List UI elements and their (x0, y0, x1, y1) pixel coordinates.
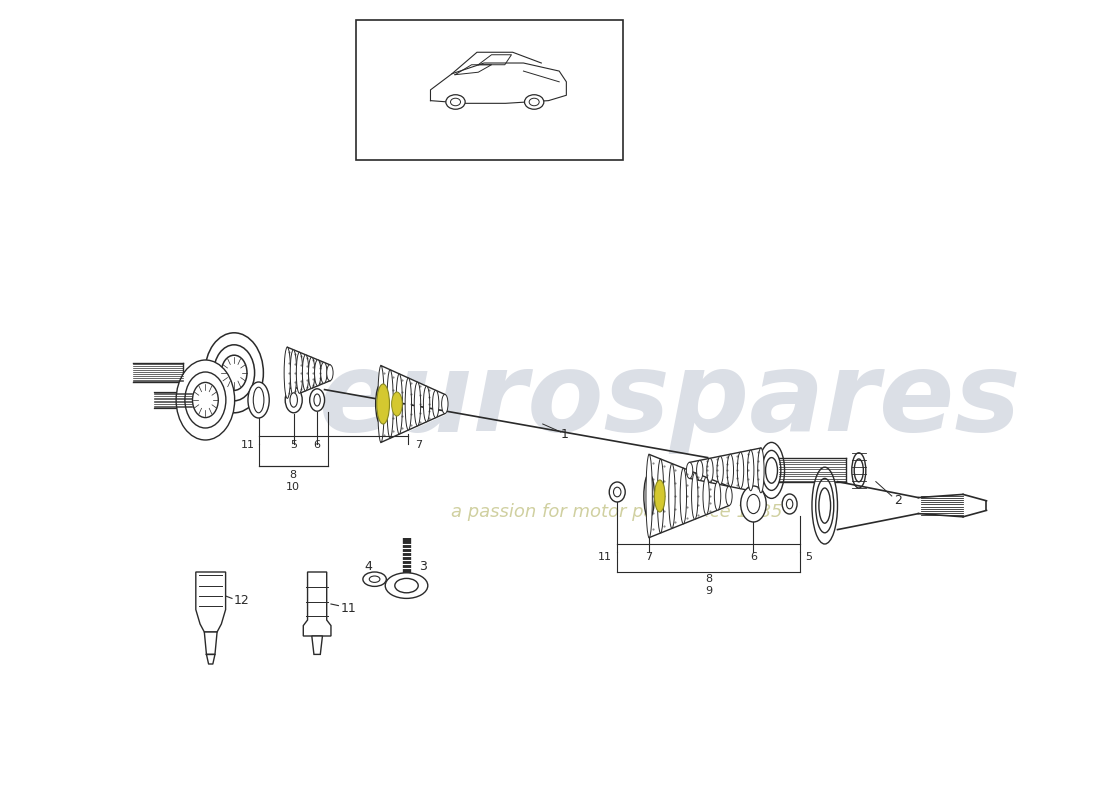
Ellipse shape (302, 354, 309, 391)
Ellipse shape (314, 394, 320, 406)
Ellipse shape (310, 389, 324, 411)
Ellipse shape (766, 458, 778, 483)
Ellipse shape (740, 486, 767, 522)
Ellipse shape (707, 458, 713, 482)
Bar (356, 20, 623, 160)
Ellipse shape (686, 462, 693, 478)
Ellipse shape (396, 374, 403, 434)
Ellipse shape (654, 480, 666, 512)
Ellipse shape (387, 370, 394, 438)
Ellipse shape (205, 333, 263, 413)
Ellipse shape (392, 392, 403, 416)
Ellipse shape (658, 459, 663, 533)
Ellipse shape (818, 488, 830, 523)
Ellipse shape (296, 352, 303, 394)
Ellipse shape (376, 384, 389, 424)
Ellipse shape (185, 372, 226, 428)
Text: 6: 6 (750, 552, 757, 562)
Ellipse shape (248, 382, 270, 418)
Ellipse shape (816, 478, 834, 533)
Polygon shape (205, 632, 217, 654)
Ellipse shape (290, 393, 297, 407)
Text: 1: 1 (561, 427, 569, 441)
Text: a passion for motor parts since 1985: a passion for motor parts since 1985 (451, 503, 783, 521)
Ellipse shape (786, 499, 793, 509)
Ellipse shape (692, 473, 697, 519)
Ellipse shape (703, 478, 710, 514)
Ellipse shape (727, 454, 734, 486)
Ellipse shape (315, 360, 321, 386)
Polygon shape (304, 572, 331, 636)
Ellipse shape (782, 494, 797, 514)
Text: 6: 6 (314, 440, 320, 450)
Text: 8: 8 (705, 574, 713, 584)
Ellipse shape (415, 382, 420, 426)
Text: 4: 4 (364, 560, 372, 573)
Circle shape (525, 94, 543, 110)
Text: 5: 5 (290, 440, 297, 450)
Ellipse shape (737, 452, 744, 489)
Ellipse shape (759, 442, 784, 498)
Circle shape (451, 98, 461, 106)
Ellipse shape (385, 573, 428, 598)
Ellipse shape (762, 450, 781, 490)
Ellipse shape (851, 453, 866, 488)
Ellipse shape (747, 494, 760, 514)
Ellipse shape (377, 366, 384, 442)
Text: 9: 9 (705, 586, 713, 597)
Text: eurospares: eurospares (319, 346, 1022, 454)
Text: 12: 12 (234, 594, 250, 606)
Ellipse shape (176, 360, 234, 440)
Ellipse shape (308, 358, 315, 388)
Ellipse shape (441, 394, 448, 414)
Ellipse shape (669, 463, 675, 529)
Ellipse shape (812, 467, 837, 544)
Ellipse shape (424, 386, 430, 422)
Text: 11: 11 (597, 552, 612, 562)
Ellipse shape (285, 387, 303, 413)
Ellipse shape (646, 454, 652, 538)
Ellipse shape (758, 448, 764, 493)
Ellipse shape (726, 486, 733, 506)
Ellipse shape (680, 468, 686, 524)
Circle shape (529, 98, 539, 106)
Text: 7: 7 (415, 440, 421, 450)
Polygon shape (311, 636, 322, 654)
Polygon shape (196, 572, 225, 632)
Text: 3: 3 (419, 560, 427, 573)
Text: 2: 2 (894, 494, 902, 507)
Ellipse shape (213, 345, 254, 401)
Ellipse shape (714, 482, 720, 510)
Ellipse shape (320, 362, 327, 383)
Ellipse shape (405, 378, 411, 430)
Text: 10: 10 (286, 482, 300, 492)
Ellipse shape (290, 350, 297, 396)
Ellipse shape (432, 390, 439, 418)
Ellipse shape (327, 365, 333, 381)
Ellipse shape (253, 387, 264, 413)
Ellipse shape (370, 576, 379, 582)
Text: 7: 7 (646, 552, 652, 562)
Ellipse shape (221, 355, 248, 390)
Text: 5: 5 (805, 552, 812, 562)
Circle shape (446, 94, 465, 110)
Ellipse shape (644, 474, 654, 518)
Ellipse shape (696, 460, 703, 481)
Ellipse shape (855, 459, 864, 482)
Ellipse shape (748, 450, 754, 490)
Ellipse shape (609, 482, 625, 502)
Ellipse shape (192, 382, 218, 418)
Ellipse shape (284, 347, 290, 398)
Ellipse shape (717, 456, 724, 485)
Ellipse shape (363, 572, 386, 586)
Ellipse shape (395, 578, 418, 593)
Text: 8: 8 (289, 470, 297, 480)
Text: 11: 11 (341, 602, 356, 614)
Ellipse shape (614, 487, 620, 497)
Text: 11: 11 (241, 440, 255, 450)
Ellipse shape (376, 384, 386, 424)
